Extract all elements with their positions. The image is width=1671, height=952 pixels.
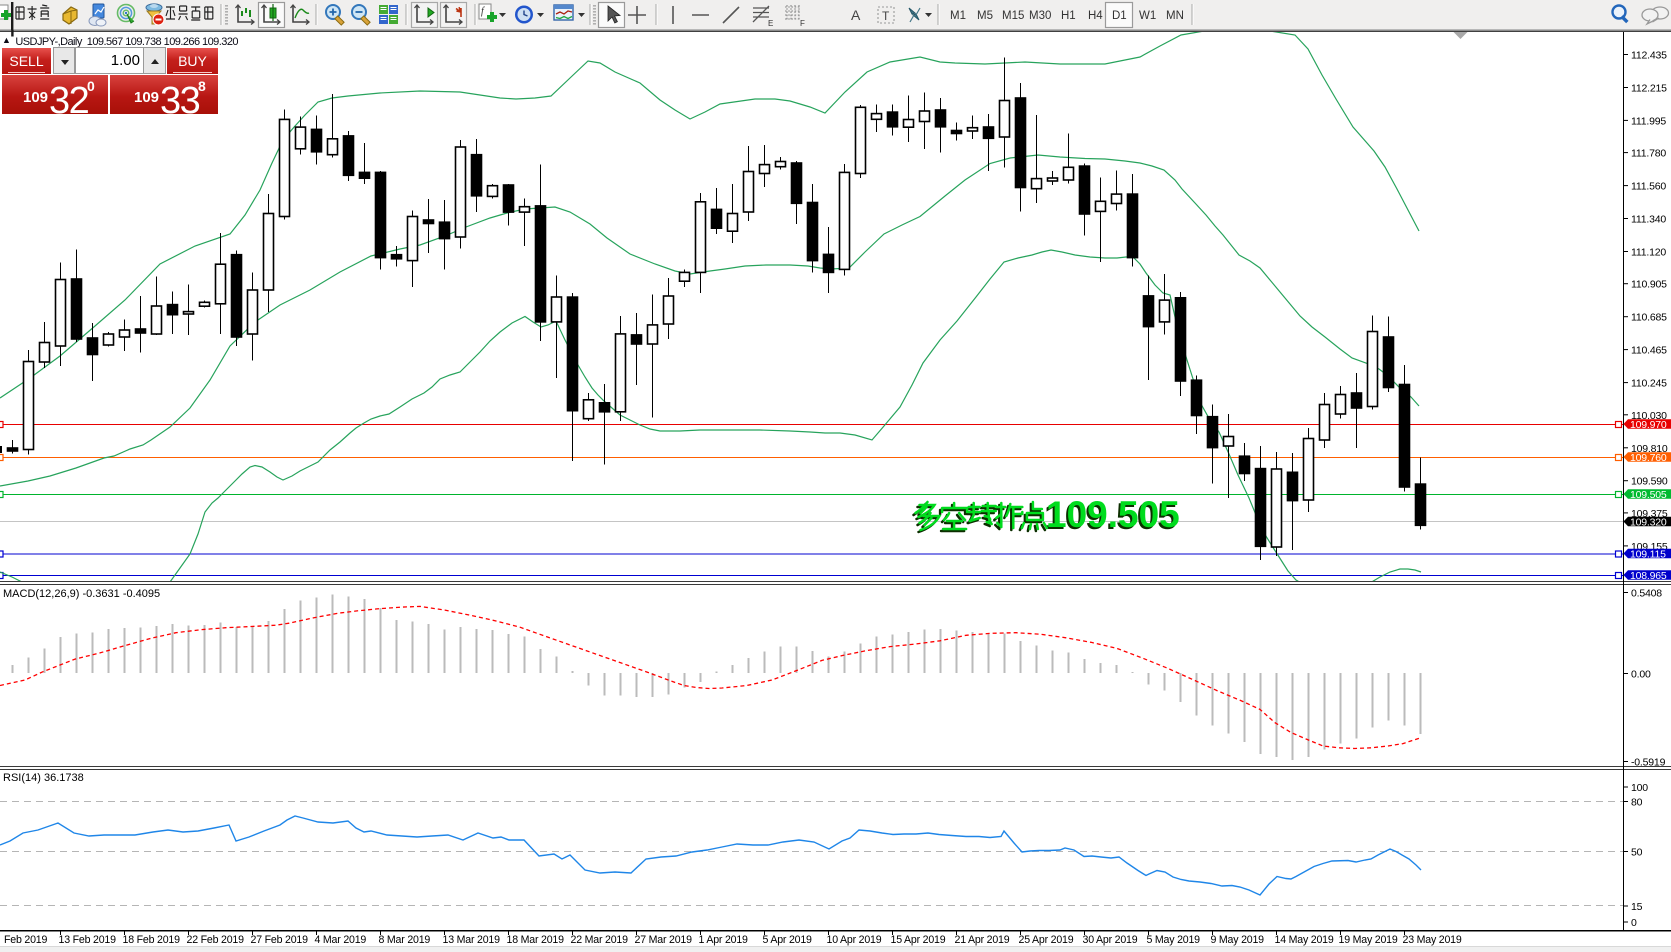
svg-text:25 Apr 2019: 25 Apr 2019 (1019, 934, 1074, 946)
svg-text:21 Apr 2019: 21 Apr 2019 (955, 934, 1010, 946)
svg-text:109.505: 109.505 (1046, 494, 1180, 535)
svg-text:110.685: 110.685 (1631, 312, 1667, 324)
svg-text:13 Feb 2019: 13 Feb 2019 (59, 934, 117, 946)
svg-text:5 Apr 2019: 5 Apr 2019 (763, 934, 813, 946)
svg-text:F: F (800, 19, 805, 28)
svg-text:0.5408: 0.5408 (1631, 588, 1662, 600)
svg-text:D1: D1 (1112, 10, 1127, 22)
svg-text:10 Apr 2019: 10 Apr 2019 (827, 934, 882, 946)
svg-text:13 Mar 2019: 13 Mar 2019 (443, 934, 501, 946)
svg-text:5 May 2019: 5 May 2019 (1147, 934, 1201, 946)
svg-text:111.560: 111.560 (1631, 181, 1666, 193)
svg-text:H1: H1 (1061, 10, 1076, 22)
svg-text:112.435: 112.435 (1631, 50, 1667, 62)
svg-text:18 Feb 2019: 18 Feb 2019 (123, 934, 181, 946)
svg-text:112.215: 112.215 (1631, 83, 1667, 95)
svg-text:15 Apr 2019: 15 Apr 2019 (891, 934, 946, 946)
svg-text:111.780: 111.780 (1631, 148, 1666, 160)
svg-text:4 Mar 2019: 4 Mar 2019 (315, 934, 367, 946)
svg-text:0: 0 (1631, 917, 1637, 929)
svg-text:M5: M5 (977, 10, 993, 22)
svg-text:100: 100 (1631, 782, 1648, 794)
svg-text:E: E (768, 19, 773, 28)
svg-text:M15: M15 (1002, 10, 1024, 22)
svg-text:110.245: 110.245 (1631, 378, 1667, 390)
svg-text:M30: M30 (1029, 10, 1051, 22)
svg-text:-0.5919: -0.5919 (1631, 757, 1666, 769)
svg-text:23 May 2019: 23 May 2019 (1403, 934, 1462, 946)
svg-text:T: T (882, 9, 890, 23)
svg-text:109.505: 109.505 (1044, 496, 1178, 537)
svg-text:19 May 2019: 19 May 2019 (1339, 934, 1398, 946)
svg-text:111.340: 111.340 (1631, 214, 1666, 226)
svg-text:14 May 2019: 14 May 2019 (1275, 934, 1334, 946)
svg-text:27 Mar 2019: 27 Mar 2019 (635, 934, 693, 946)
svg-text:15: 15 (1631, 901, 1643, 913)
svg-text:1 Apr 2019: 1 Apr 2019 (699, 934, 749, 946)
svg-text:Feb 2019: Feb 2019 (4, 934, 47, 946)
svg-text:108.965: 108.965 (1630, 570, 1667, 582)
svg-text:W1: W1 (1139, 10, 1156, 22)
svg-text:8 Mar 2019: 8 Mar 2019 (379, 934, 431, 946)
svg-text:22 Mar 2019: 22 Mar 2019 (571, 934, 629, 946)
svg-text:109.760: 109.760 (1630, 452, 1667, 464)
svg-text:109.320: 109.320 (1630, 517, 1667, 529)
svg-text:109.970: 109.970 (1630, 419, 1667, 431)
svg-text:80: 80 (1631, 797, 1643, 809)
svg-text:f: f (481, 6, 485, 17)
svg-text:109.590: 109.590 (1631, 476, 1668, 488)
svg-text:109.115: 109.115 (1630, 549, 1666, 561)
svg-text:27 Feb 2019: 27 Feb 2019 (251, 934, 309, 946)
svg-text:H4: H4 (1088, 10, 1103, 22)
svg-text:9 May 2019: 9 May 2019 (1211, 934, 1265, 946)
svg-text:109.810: 109.810 (1631, 443, 1668, 455)
svg-text:50: 50 (1631, 847, 1643, 859)
svg-text:111.995: 111.995 (1631, 115, 1666, 127)
svg-text:111.120: 111.120 (1631, 247, 1666, 259)
svg-text:18 Mar 2019: 18 Mar 2019 (507, 934, 565, 946)
svg-text:MN: MN (1166, 10, 1184, 22)
svg-text:A: A (851, 7, 861, 23)
svg-text:MACD(12,26,9) -0.3631 -0.4095: MACD(12,26,9) -0.3631 -0.4095 (3, 588, 160, 600)
svg-text:110.465: 110.465 (1631, 345, 1667, 357)
svg-text:M1: M1 (950, 10, 966, 22)
svg-text:22 Feb 2019: 22 Feb 2019 (187, 934, 245, 946)
svg-text:110.030: 110.030 (1631, 410, 1667, 422)
svg-text:110.905: 110.905 (1631, 279, 1667, 291)
svg-text:30 Apr 2019: 30 Apr 2019 (1083, 934, 1138, 946)
svg-text:RSI(14) 36.1738: RSI(14) 36.1738 (3, 772, 84, 784)
svg-text:0.00: 0.00 (1631, 669, 1651, 681)
svg-text:109.505: 109.505 (1630, 489, 1667, 501)
